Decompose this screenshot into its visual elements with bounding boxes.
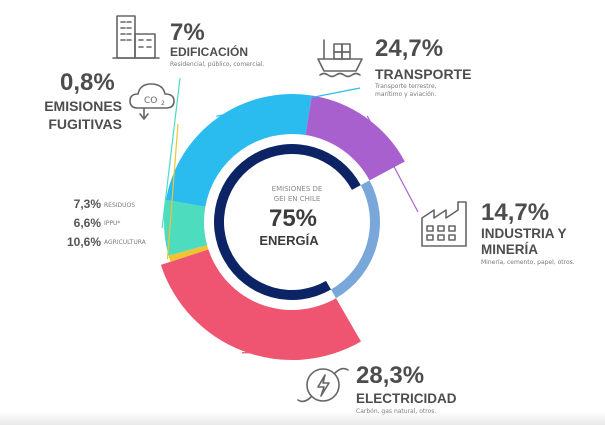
outer-ring (160, 93, 405, 360)
transporte-detail-1: Transporte terrestre, (374, 83, 437, 90)
electricidad-name: ELECTRICIDAD (356, 391, 457, 406)
agricultura-label: AGRICULTURA (104, 239, 147, 246)
leader-fugitivas (166, 123, 179, 260)
industria-name-1: INDUSTRIA Y (481, 226, 567, 241)
center-category: ENERGÍA (259, 233, 319, 248)
leader-edificacion (161, 77, 181, 229)
label-fugitivas: 0,8% EMISIONES FUGITIVAS CO 2 (44, 69, 175, 132)
leader-electricidad (241, 351, 319, 354)
segment-transporte (165, 93, 312, 207)
segment-industria (305, 95, 405, 181)
center-line2: GEI EN CHILE (274, 195, 321, 203)
label-electricidad: 28,3% ELECTRICIDAD Carbón, gas natural, … (297, 362, 457, 415)
fugitivas-value: 0,8% (60, 69, 115, 96)
industria-value: 14,7% (481, 199, 549, 226)
other-sector-residuos: 7,3% RESIDUOS (74, 197, 136, 211)
label-industria: 14,7% INDUSTRIA Y MINERÍA Minería, cemen… (421, 199, 575, 266)
other-sector-ippu: 6,6% IPPU* (74, 216, 121, 230)
transporte-detail-2: marítimo y aviación. (375, 91, 437, 98)
power-plug-icon (297, 367, 349, 403)
residuos-label: RESIDUOS (104, 202, 135, 209)
leader-industria (366, 115, 419, 213)
edificacion-detail: Residencial, público, comercial. (170, 61, 264, 68)
center-value: 75% (269, 205, 317, 232)
transporte-value: 24,7% (375, 35, 443, 62)
co2-cloud-icon: CO 2 (129, 83, 175, 120)
residuos-value: 7,3% (74, 197, 102, 211)
electricidad-value: 28,3% (356, 362, 424, 389)
segment-electricidad (160, 249, 361, 360)
buildings-icon (112, 15, 160, 59)
center-label: EMISIONES DE GEI EN CHILE 75% ENERGÍA (259, 185, 322, 248)
ippu-value: 6,6% (74, 216, 102, 230)
leader-transporte (216, 87, 361, 117)
fugitivas-name-1: EMISIONES (44, 98, 122, 114)
label-transporte: 24,7% TRANSPORTE Transporte terrestre, m… (317, 35, 471, 98)
center-line1: EMISIONES DE (272, 185, 323, 193)
svg-text:CO: CO (144, 96, 157, 106)
edificacion-value: 7% (170, 19, 205, 46)
segment-other-sectors (331, 180, 381, 299)
other-sectors-list: 7,3% RESIDUOS 6,6% IPPU* 10,6% AGRICULTU… (67, 197, 147, 249)
segment-fugitivas (168, 245, 209, 262)
other-sector-agricultura: 10,6% AGRICULTURA (67, 235, 147, 249)
fugitivas-name-2: FUGITIVAS (48, 116, 122, 132)
label-edificacion: 7% EDIFICACIÓN Residencial, público, com… (112, 15, 264, 68)
edificacion-name: EDIFICACIÓN (170, 44, 248, 59)
leader-lines (161, 77, 419, 354)
segment-edificacion (164, 199, 208, 256)
ship-icon (317, 39, 363, 78)
factory-icon (421, 201, 467, 247)
bottom-shadow (0, 411, 605, 425)
agricultura-value: 10,6% (67, 235, 101, 249)
transporte-name: TRANSPORTE (375, 66, 471, 82)
industria-name-2: MINERÍA (481, 242, 538, 257)
industria-detail: Minería, cemento, papel, otros. (481, 259, 575, 266)
svg-text:2: 2 (161, 100, 165, 107)
ippu-label: IPPU* (104, 220, 120, 227)
